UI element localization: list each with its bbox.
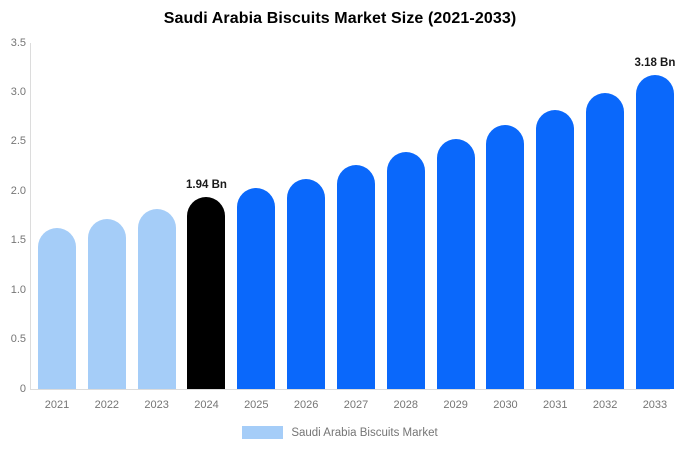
bar-column: 1.94 Bn xyxy=(186,43,227,389)
bar-column xyxy=(87,43,126,389)
y-tick-label: 3.5 xyxy=(10,36,26,49)
x-tick-label: 2026 xyxy=(293,399,319,411)
x-tick-cell: 2024 xyxy=(187,399,225,411)
x-tick-cell: 2028 xyxy=(387,399,425,411)
y-tick-label: 3.0 xyxy=(10,85,26,98)
x-tick-label: 2025 xyxy=(244,399,269,411)
bar-column xyxy=(586,43,625,389)
x-tick-label: 2027 xyxy=(343,399,369,411)
bar-2026 xyxy=(287,179,326,389)
y-tick-label: 2.5 xyxy=(10,135,26,148)
bar-2022 xyxy=(87,219,126,389)
y-tick-label: 0.5 xyxy=(10,333,26,346)
x-tick-cell: 2021 xyxy=(38,399,76,411)
bar-column xyxy=(237,43,276,389)
y-tick-label: 1.0 xyxy=(10,283,26,296)
x-axis: 2021 2022 2023 2024 2025 2026 2027 2028 2029 2030… xyxy=(38,399,674,411)
x-tick-label: 2033 xyxy=(642,399,668,411)
x-tick-label: 2030 xyxy=(493,399,518,411)
x-axis-line xyxy=(30,389,670,390)
legend-swatch-icon xyxy=(242,426,284,439)
x-tick-label: 2024 xyxy=(194,399,219,411)
y-tick-label: 1.5 xyxy=(10,234,26,247)
x-tick-label: 2032 xyxy=(592,399,618,411)
bar-column: 3.18 Bn xyxy=(634,43,676,389)
bar-value-label: 3.18 Bn xyxy=(634,57,676,69)
bar-2032 xyxy=(586,93,625,389)
x-tick-cell: 2025 xyxy=(237,399,275,411)
bar-2028 xyxy=(386,152,425,389)
x-tick-label: 2028 xyxy=(393,399,419,411)
bar-value-label: 1.94 Bn xyxy=(186,179,227,191)
bar-2030 xyxy=(486,125,525,389)
x-tick-cell: 2033 xyxy=(636,399,674,411)
bar-2033 xyxy=(635,75,674,389)
x-tick-cell: 2023 xyxy=(138,399,176,411)
x-tick-cell: 2031 xyxy=(536,399,574,411)
bar-column xyxy=(486,43,525,389)
bar-column xyxy=(536,43,575,389)
x-tick-cell: 2029 xyxy=(437,399,475,411)
bar-2027 xyxy=(336,165,375,389)
x-tick-label: 2022 xyxy=(94,399,120,411)
x-tick-label: 2023 xyxy=(144,399,169,411)
bar-column xyxy=(386,43,425,389)
bar-2029 xyxy=(436,139,475,389)
x-tick-label: 2021 xyxy=(44,399,70,411)
x-tick-cell: 2027 xyxy=(337,399,375,411)
bar-column xyxy=(137,43,176,389)
bar-column xyxy=(38,43,76,389)
x-tick-cell: 2022 xyxy=(88,399,126,411)
bar-column xyxy=(336,43,375,389)
legend-label: Saudi Arabia Biscuits Market xyxy=(291,426,438,439)
y-axis-line xyxy=(30,43,31,389)
x-tick-label: 2031 xyxy=(543,399,568,411)
y-tick-label: 0 xyxy=(19,382,26,395)
legend: Saudi Arabia Biscuits Market xyxy=(0,426,680,439)
chart-title: Saudi Arabia Biscuits Market Size (2021-… xyxy=(163,10,517,27)
bar-column xyxy=(436,43,475,389)
bar-column xyxy=(287,43,326,389)
x-tick-cell: 2032 xyxy=(586,399,624,411)
bar-2031 xyxy=(536,110,575,389)
x-tick-label: 2029 xyxy=(443,399,468,411)
bars-group: 1.94 Bn 3.18 Bn xyxy=(38,43,676,389)
x-tick-cell: 2030 xyxy=(486,399,524,411)
x-tick-cell: 2026 xyxy=(287,399,325,411)
bar-2021 xyxy=(38,228,76,389)
y-tick-label: 2.0 xyxy=(10,184,26,197)
bar-2025 xyxy=(237,188,276,389)
bar-2023 xyxy=(137,209,176,389)
bar-2024 xyxy=(187,197,226,389)
